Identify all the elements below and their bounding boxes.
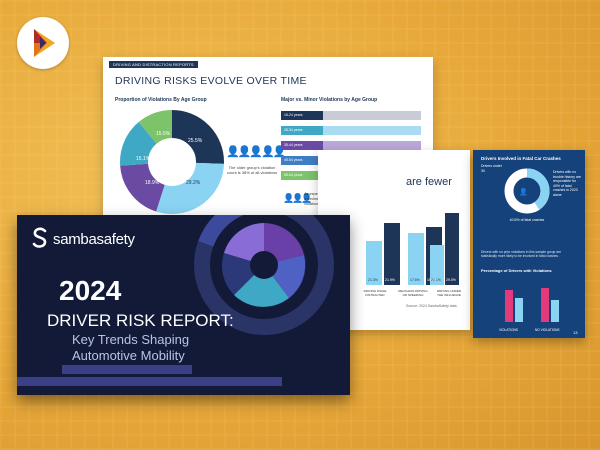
description: Drivers with no prior violations in this… [481, 250, 562, 259]
cover-stripe-1 [62, 365, 192, 374]
bar-label-2: 25-34 years [284, 128, 303, 132]
chart-value-6: 29.0% [446, 278, 456, 282]
legend-no-violations: NO VIOLATIONS [535, 328, 560, 332]
people-icon: 👤 [519, 187, 528, 196]
bar-label-4: 45-54 years [284, 158, 303, 162]
report-title: DRIVER RISK REPORT: [47, 311, 234, 330]
page-title: DRIVING RISKS EVOLVE OVER TIME [115, 75, 307, 87]
bar-label-5: 55-64 years [284, 173, 303, 177]
right-note: Drivers with no trouble history are resp… [553, 170, 582, 197]
page-headline: are fewer [406, 176, 452, 188]
p2-bar-3 [541, 288, 549, 322]
fatal-stat: 40.6% of fatal crashes [509, 218, 545, 222]
bar-label-1: 16-24 years [284, 113, 303, 117]
section-tag: DRIVING AND DISTRACTION REPORTS [109, 61, 198, 68]
report-year: 2024 [59, 275, 122, 306]
brand-logo [17, 17, 69, 69]
legend-violations: VIOLATIONS [499, 328, 518, 332]
donut-slice-5 [120, 110, 224, 214]
cover-stripe-2 [17, 377, 282, 386]
people-purple-icon: 👤👤👤 [283, 193, 313, 203]
chart-value-1: 21.3% [368, 278, 378, 282]
violation-bar-row-3: 35-44 years [281, 141, 421, 150]
chart-value-5: 20.1% [431, 278, 441, 282]
bar-chart-title: Major vs. Minor Violations by Age Group [281, 97, 378, 103]
left-note: Drivers under 30 [481, 164, 503, 173]
page-header: Drivers Involved in Fatal Car Crashes [481, 156, 561, 161]
donut-label-2: 29.2% [186, 180, 201, 186]
chart-subtitle: Percentage of Drivers with Violations [481, 268, 552, 273]
age-group-donut-chart: 25.5% 29.2% 18.9% 15.1% 15.5% [120, 110, 224, 214]
report-page-fatal-crashes: Drivers Involved in Fatal Car Crashes Dr… [473, 150, 585, 338]
chart-bar-2 [384, 223, 400, 285]
donut-label-5: 15.5% [156, 131, 171, 137]
chart-bar-5 [430, 245, 444, 285]
fatal-crash-donut-chart: 👤 [504, 168, 550, 214]
chart-source: Source: 2024 SambaSafety data [406, 304, 457, 308]
donut-label-3: 18.9% [145, 180, 160, 186]
play-triangle-logo-icon [34, 29, 55, 57]
chart-bar-1 [366, 241, 382, 285]
page-number: 13 [573, 330, 578, 335]
steering-wheel-icon [194, 215, 334, 335]
p2-bar-4 [551, 300, 559, 322]
chart-caption-3: DRIVING UNDER THE INFLUENCE [436, 289, 461, 297]
chart-caption-1: DRIVING WHILE DISTRACTED [363, 289, 387, 297]
chart-value-3: 17.6% [410, 278, 420, 282]
report-cover: sambasafety 2024 DRIVER RISK REPORT: Key… [17, 215, 350, 395]
people-caption: The older group's violation count is 38%… [226, 165, 278, 175]
chart-value-2: 21.9% [385, 278, 395, 282]
brand-name: sambasafety [53, 231, 135, 248]
samba-s-icon [32, 227, 47, 248]
violation-bar-row-2: 25-34 years [281, 126, 421, 135]
p2-bar-2 [515, 298, 523, 322]
p2-bar-1 [505, 290, 513, 322]
chart-bar-6 [445, 213, 459, 285]
people-group-icon: 👤👤👤👤👤 [226, 146, 287, 158]
chart-bar-3 [408, 233, 424, 285]
chart-value-4: 18.2% [427, 278, 437, 282]
report-subtitle-line1: Key Trends Shaping [72, 332, 190, 347]
donut-chart-title: Proportion of Violations By Age Group [115, 97, 207, 103]
donut-label-4: 15.1% [136, 156, 151, 162]
bar-label-3: 35-44 years [284, 143, 303, 147]
violation-bar-row-1: 16-24 years [281, 111, 421, 120]
donut-slice-2 [120, 110, 224, 214]
report-subtitle-line2: Automotive Mobility [72, 348, 185, 363]
donut-label-1: 25.5% [188, 138, 203, 144]
donut-slice-4 [120, 110, 224, 214]
chart-caption-2: RECKLESS DRIVING OR SPEEDING [398, 289, 428, 297]
